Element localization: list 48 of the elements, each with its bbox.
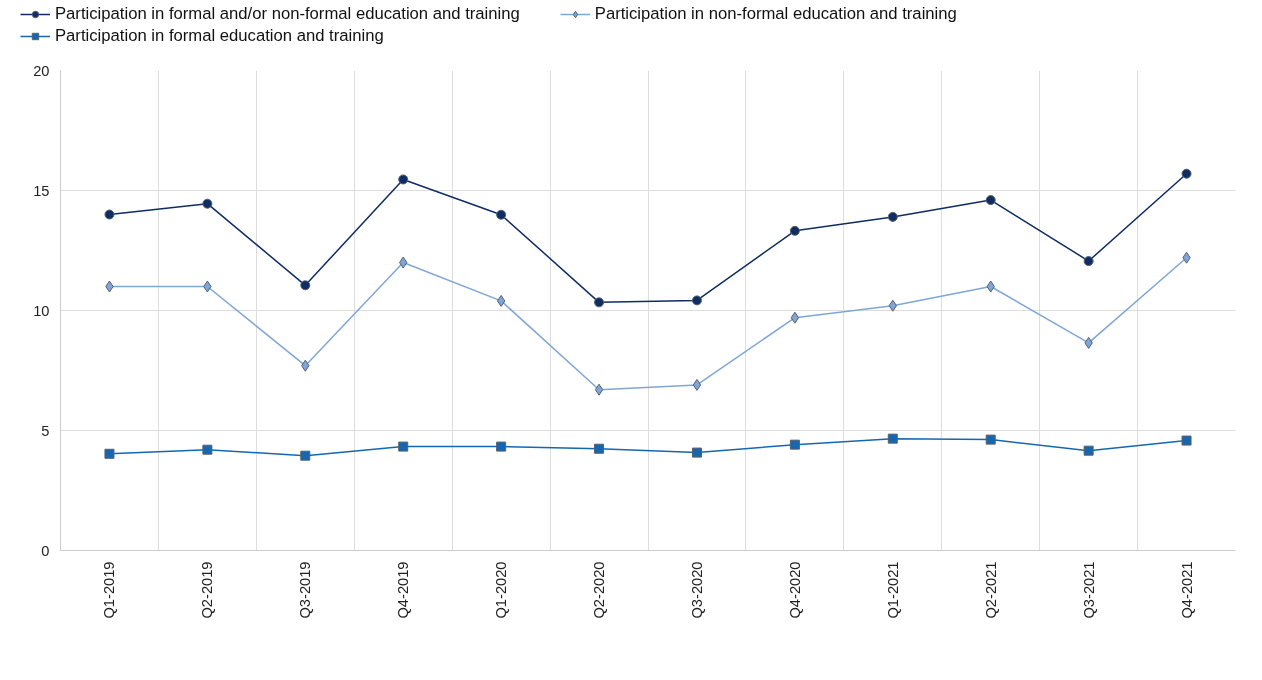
- y-tick-label: 5: [41, 422, 50, 439]
- x-tick-label: Q3-2020: [688, 561, 705, 619]
- point: [300, 450, 311, 461]
- point: [1181, 168, 1192, 179]
- y-tick-label: 20: [33, 62, 50, 79]
- point: [790, 311, 800, 324]
- y-tick-label: 15: [33, 182, 50, 199]
- x-tick-label: Q1-2021: [884, 561, 901, 619]
- point: [496, 294, 506, 307]
- x-tick-label: Q4-2019: [395, 561, 412, 619]
- y-tick-label: 0: [41, 542, 50, 559]
- point: [1083, 445, 1094, 456]
- point: [202, 198, 213, 209]
- point: [300, 280, 311, 291]
- x-tick-label: Q4-2021: [1178, 561, 1195, 619]
- point: [496, 209, 507, 220]
- point: [398, 174, 409, 185]
- legend-label: Participation in formal and/or non-formal education and training: [55, 4, 520, 24]
- point: [202, 444, 213, 455]
- point: [594, 383, 604, 396]
- x-tick-label: Q2-2021: [982, 561, 999, 619]
- point: [887, 211, 898, 222]
- point: [985, 434, 996, 445]
- point: [789, 439, 800, 450]
- point: [692, 378, 702, 391]
- x-tick-label: Q3-2021: [1080, 561, 1097, 619]
- point: [398, 441, 409, 452]
- legend-label: Participation in non-formal education and training: [594, 4, 957, 24]
- x-tick-label: Q1-2020: [493, 561, 510, 619]
- point: [104, 209, 115, 220]
- x-tick-label: Q3-2019: [297, 561, 314, 619]
- x-tick-label: Q1-2019: [101, 561, 118, 619]
- x-tick-label: Q2-2020: [591, 561, 608, 619]
- point: [985, 195, 996, 206]
- point: [104, 448, 115, 459]
- point: [789, 225, 800, 236]
- x-tick-label: Q4-2020: [786, 561, 803, 619]
- point: [1181, 435, 1192, 446]
- point: [691, 447, 702, 458]
- point: [691, 295, 702, 306]
- legend-label: Participation in formal education and training: [55, 26, 384, 46]
- point: [496, 441, 507, 452]
- point: [887, 433, 898, 444]
- point: [1083, 256, 1094, 267]
- point: [594, 443, 605, 454]
- y-tick-label: 10: [33, 302, 50, 319]
- point: [594, 297, 605, 308]
- x-tick-label: Q2-2019: [199, 561, 216, 619]
